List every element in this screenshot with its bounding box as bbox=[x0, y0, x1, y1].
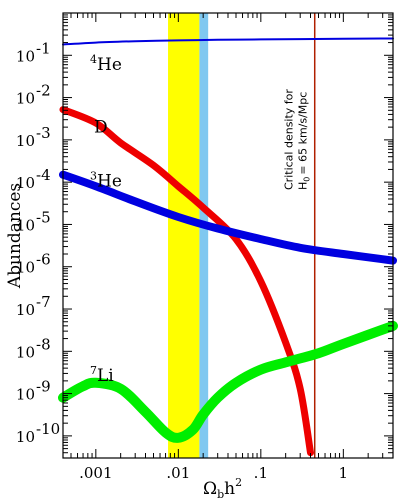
y-tick-base: 10 bbox=[16, 301, 35, 319]
annotation-h-value: = 65 km/s/Mpc bbox=[297, 92, 310, 175]
series-label-3: 7Li bbox=[90, 364, 114, 386]
y-tick-label-8: 10 bbox=[16, 386, 35, 404]
y-tick-label-0: 10 bbox=[16, 47, 35, 65]
x-axis-label-h: h bbox=[224, 479, 235, 499]
series-label-name: He bbox=[97, 55, 122, 75]
y-tick-exp-0: -1 bbox=[36, 39, 51, 57]
y-axis-label: Abundances bbox=[5, 183, 25, 289]
y-tick-exp-6: -7 bbox=[36, 293, 51, 311]
y-tick-base: 10 bbox=[16, 343, 35, 361]
annotation-h-sub: 0 bbox=[303, 177, 312, 182]
y-tick-base: 10 bbox=[16, 47, 35, 65]
y-tick-base: 10 bbox=[16, 132, 35, 150]
series-curve-3 bbox=[58, 320, 398, 443]
density-bands bbox=[168, 13, 209, 458]
axis-tick-labels: .001.01.1 110-110-210-310-410-510-610-710… bbox=[16, 39, 348, 482]
y-tick-base: 10 bbox=[16, 428, 35, 446]
x-axis-label-sub: b bbox=[217, 488, 224, 500]
y-tick-exp-4: -5 bbox=[36, 208, 51, 226]
abundance-curves bbox=[58, 37, 398, 457]
y-tick-label-7: 10 bbox=[16, 343, 35, 361]
y-tick-exp-8: -9 bbox=[36, 378, 51, 396]
series-label-prefix: 3 bbox=[90, 169, 97, 182]
x-tick-label-3: 1 bbox=[339, 464, 349, 482]
y-tick-base: 10 bbox=[16, 259, 35, 277]
y-tick-exp-1: -2 bbox=[36, 82, 51, 100]
series-label-2: 3He bbox=[90, 169, 122, 191]
y-tick-exp-2: -3 bbox=[36, 124, 51, 142]
series-label-1: D bbox=[94, 117, 108, 137]
density-band-1 bbox=[199, 13, 209, 458]
y-tick-base: 10 bbox=[16, 90, 35, 108]
y-tick-base: 10 bbox=[16, 174, 35, 192]
y-tick-base: 10 bbox=[16, 216, 35, 234]
series-label-prefix: 4 bbox=[90, 53, 97, 66]
y-tick-exp-3: -4 bbox=[36, 166, 51, 184]
critical-density-annotation-line2: H0 = 65 km/s/Mpc bbox=[297, 92, 312, 190]
critical-density-annotation-line1: Critical density for bbox=[283, 89, 296, 190]
x-axis-label: Ωbh2 bbox=[203, 476, 242, 500]
x-tick-label-2: .1 bbox=[254, 464, 268, 482]
series-label-name: D bbox=[94, 117, 108, 137]
series-label-prefix: 7 bbox=[90, 364, 97, 377]
series-label-name: He bbox=[97, 171, 122, 191]
density-band-0 bbox=[168, 13, 200, 458]
series-curve-0 bbox=[62, 37, 394, 46]
annotation-h: H bbox=[297, 182, 310, 190]
y-tick-label-4: 10 bbox=[16, 216, 35, 234]
y-tick-exp-9: -10 bbox=[36, 420, 60, 438]
y-tick-label-3: 10 bbox=[16, 174, 35, 192]
y-tick-label-5: 10 bbox=[16, 259, 35, 277]
x-axis-label-omega: Ω bbox=[203, 479, 217, 499]
axis-ticks bbox=[62, 12, 394, 459]
y-tick-label-9: 10 bbox=[16, 428, 35, 446]
y-tick-label-6: 10 bbox=[16, 301, 35, 319]
series-curve-2 bbox=[59, 170, 397, 265]
y-tick-exp-5: -6 bbox=[36, 251, 51, 269]
x-axis-label-sup: 2 bbox=[235, 476, 242, 489]
series-label-0: 4He bbox=[90, 53, 122, 75]
series-label-name: Li bbox=[97, 366, 114, 386]
y-tick-label-1: 10 bbox=[16, 90, 35, 108]
y-tick-label-2: 10 bbox=[16, 132, 35, 150]
y-tick-exp-7: -8 bbox=[36, 335, 51, 353]
x-tick-label-1: .01 bbox=[166, 464, 190, 482]
y-tick-base: 10 bbox=[16, 386, 35, 404]
x-tick-label-0: .001 bbox=[79, 464, 112, 482]
